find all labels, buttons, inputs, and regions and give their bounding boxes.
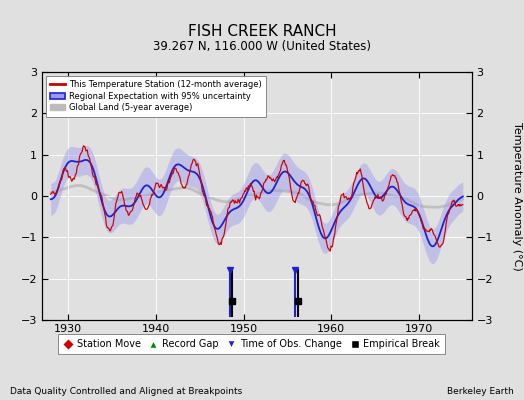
Text: Berkeley Earth: Berkeley Earth	[447, 387, 514, 396]
Legend: Station Move, Record Gap, Time of Obs. Change, Empirical Break: Station Move, Record Gap, Time of Obs. C…	[58, 334, 445, 354]
Legend: This Temperature Station (12-month average), Regional Expectation with 95% uncer: This Temperature Station (12-month avera…	[46, 76, 266, 116]
Y-axis label: Temperature Anomaly (°C): Temperature Anomaly (°C)	[512, 122, 522, 270]
Text: FISH CREEK RANCH: FISH CREEK RANCH	[188, 24, 336, 39]
Text: Data Quality Controlled and Aligned at Breakpoints: Data Quality Controlled and Aligned at B…	[10, 387, 243, 396]
Text: 39.267 N, 116.000 W (United States): 39.267 N, 116.000 W (United States)	[153, 40, 371, 53]
